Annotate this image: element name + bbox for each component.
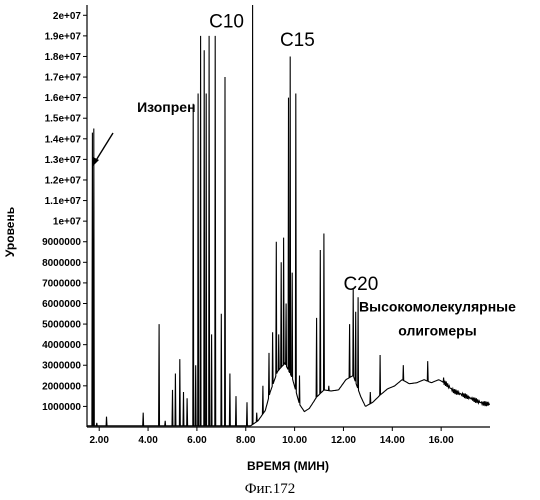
y-tick-label: 1.8e+07: [45, 52, 82, 63]
c20-label: C20: [343, 274, 378, 295]
isoprene-label: Изопрен: [137, 99, 195, 115]
x-tick-label: 2.00: [89, 435, 109, 446]
y-tick-label: 5000000: [42, 320, 81, 331]
x-axis-ticks: 2.00 4.00 6.00 8.00 10.00 12.00 14.00 16.00: [89, 427, 454, 446]
x-tick-label: 12.00: [331, 435, 356, 446]
y-tick-label: 2000000: [42, 381, 81, 392]
x-tick-label: 14.00: [380, 435, 405, 446]
y-tick-label: 1.7e+07: [45, 73, 82, 84]
y-tick-label: 1e+07: [53, 217, 82, 228]
chromatogram-line: [87, 5, 490, 426]
y-tick-label: 1.5e+07: [45, 114, 82, 125]
y-tick-label: 1.4e+07: [45, 134, 82, 145]
y-tick-label: 6000000: [42, 299, 81, 310]
y-tick-label: 1.3e+07: [45, 155, 82, 166]
x-tick-label: 8.00: [236, 435, 256, 446]
y-tick-label: 2e+07: [53, 11, 82, 22]
y-tick-label: 1000000: [42, 402, 81, 413]
y-tick-label: 3000000: [42, 361, 81, 372]
c10-label: C10: [209, 12, 244, 33]
y-tick-label: 1.1e+07: [45, 196, 82, 207]
x-tick-label: 4.00: [138, 435, 158, 446]
oligomers-label-line2: олигомеры: [398, 322, 476, 338]
oligomers-label-line1: Высокомолекулярные: [359, 299, 516, 315]
y-tick-label: 1.6e+07: [45, 93, 82, 104]
x-tick-label: 6.00: [187, 435, 207, 446]
y-tick-label: 1.9e+07: [45, 31, 82, 42]
chromatogram-trace: [87, 5, 490, 426]
x-tick-label: 16.00: [429, 435, 454, 446]
y-tick-label: 9000000: [42, 237, 81, 248]
y-tick-label: 1.2e+07: [45, 175, 82, 186]
x-axis-label: ВРЕМЯ (МИН): [247, 459, 329, 473]
isoprene-arrow: [95, 133, 113, 162]
y-tick-label: 4000000: [42, 340, 81, 351]
x-tick-label: 10.00: [282, 435, 307, 446]
y-tick-label: 8000000: [42, 258, 81, 269]
c15-label: C15: [280, 30, 315, 51]
y-axis-ticks: 1000000 2000000 3000000 4000000 5000000 60000…: [42, 11, 87, 413]
figure-caption: Фиг.172: [245, 481, 296, 497]
y-tick-label: 7000000: [42, 278, 81, 289]
y-axis-label: Уровень: [3, 207, 17, 257]
